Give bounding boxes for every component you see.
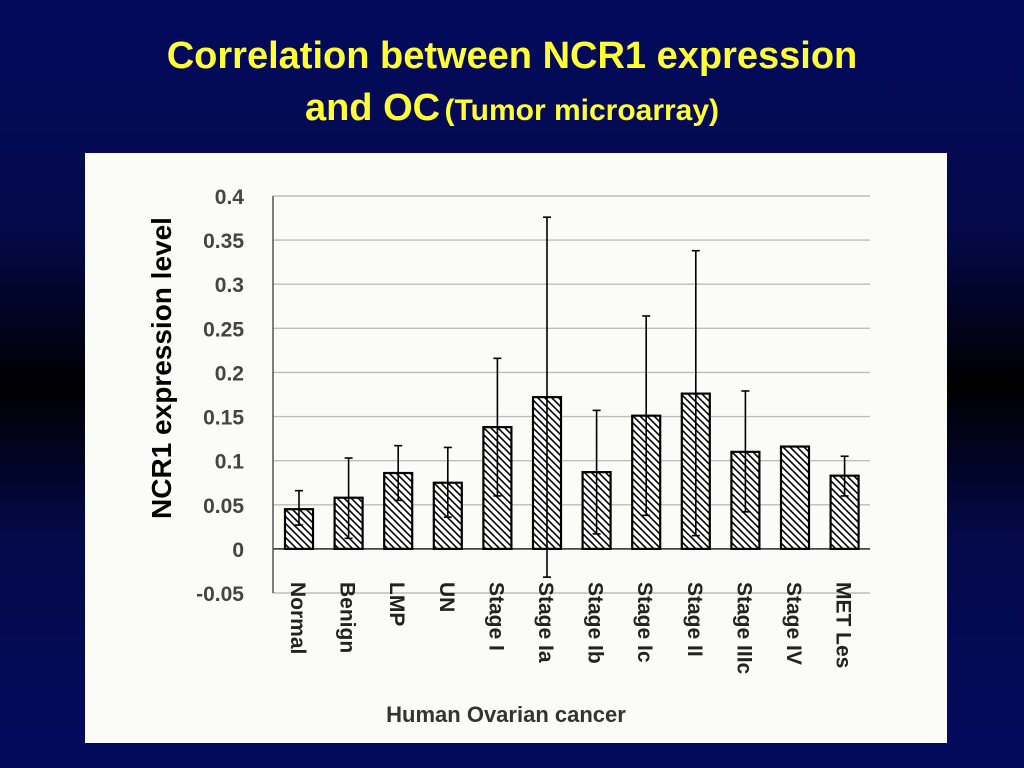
title-line-2: and OC (Tumor microarray) <box>0 82 1024 142</box>
x-tick-label: Normal <box>286 582 309 654</box>
x-tick-labels: Normal Benign LMP UN Stage I Stage Ia Stage Ib… <box>286 582 855 675</box>
y-tick-label: 0.15 <box>203 407 244 430</box>
slide-title: Correlation between NCR1 expression and … <box>0 30 1024 142</box>
x-axis-label: Human Ovarian cancer <box>386 702 626 727</box>
title-line-2-subtitle: (Tumor microarray) <box>444 94 720 127</box>
y-tick-label: 0.05 <box>203 495 244 518</box>
x-tick-label: MET Les <box>832 582 855 668</box>
title-line-1: Correlation between NCR1 expression <box>166 35 858 77</box>
x-tick-label: Stage I <box>484 582 507 651</box>
y-tick-label: 0.25 <box>203 318 244 341</box>
y-tick-label: 0.2 <box>215 362 244 385</box>
x-tick-label: Stage Ib <box>584 582 607 664</box>
y-tick-labels: 0.4 0.35 0.3 0.25 0.2 0.15 0.1 0.05 0 -0.05 <box>196 186 244 606</box>
x-tick-label: Benign <box>336 582 359 653</box>
y-tick-label: 0.4 <box>215 186 245 209</box>
x-tick-label: Stage Ia <box>534 582 557 663</box>
x-tick-label: UN <box>435 582 458 612</box>
y-axis-label: NCR1 expression level <box>146 217 177 519</box>
x-tick-label: Stage II <box>683 582 706 657</box>
y-tick-label: 0.35 <box>203 230 244 253</box>
x-tick-label: Stage Ic <box>633 582 656 663</box>
x-tick-label: Stage IV <box>782 582 805 665</box>
title-line-2-main: and OC <box>304 87 441 129</box>
y-tick-label: 0.1 <box>215 451 245 474</box>
y-tick-label: 0.3 <box>215 274 244 297</box>
y-tick-label: -0.05 <box>196 583 244 606</box>
bar <box>333 496 364 550</box>
y-tick-label: 0 <box>232 539 244 562</box>
grid-lines <box>273 195 870 594</box>
bar <box>779 445 811 550</box>
x-tick-label: LMP <box>385 582 408 626</box>
error-bars <box>295 216 849 578</box>
x-tick-label: Stage IIIc <box>732 582 755 675</box>
